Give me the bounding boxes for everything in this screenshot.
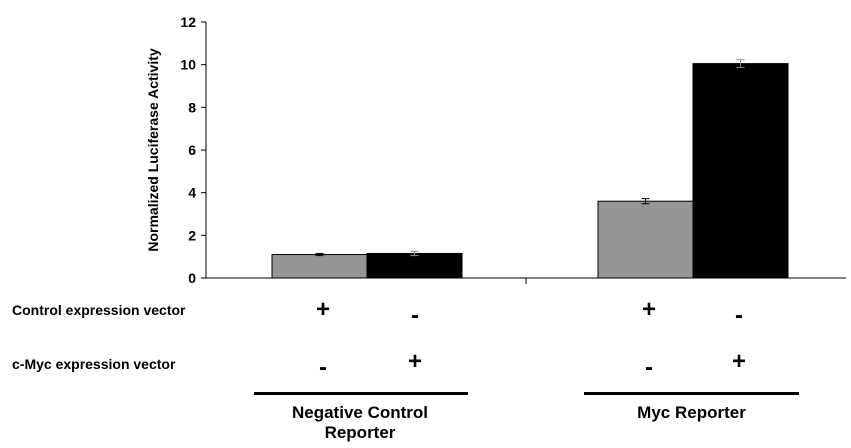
error-bar-series-2-category-2 xyxy=(736,59,745,68)
error-bar-series-1-category-1 xyxy=(315,252,324,257)
negative-control-group-line xyxy=(254,392,468,395)
sign-control-1: + xyxy=(315,296,330,323)
sign-control-2: - xyxy=(411,302,419,329)
y-tick-label: 2 xyxy=(188,227,196,243)
bar-chart: Normalized Luciferase Activity 0 2 4 6 8 10 12 xyxy=(145,14,846,286)
cmyc-vector-row-label: c-Myc expression vector xyxy=(12,356,176,372)
sign-cmyc-2: + xyxy=(407,348,422,375)
y-tick-label: 4 xyxy=(188,185,196,201)
myc-reporter-group-line xyxy=(584,392,799,395)
y-tick-label: 10 xyxy=(180,57,196,73)
bars xyxy=(271,63,789,279)
sign-cmyc-4: + xyxy=(731,348,746,375)
bar-series-1-category-2 xyxy=(597,200,694,279)
error-bar-series-1-category-2 xyxy=(641,198,650,205)
y-tick-label: 8 xyxy=(188,99,196,115)
y-tick-label: 12 xyxy=(180,14,196,30)
y-axis-ticks: 0 2 4 6 8 10 12 xyxy=(180,14,206,286)
control-vector-row-label: Control expression vector xyxy=(12,302,186,318)
bar-series-2-category-2 xyxy=(692,63,789,279)
sign-cmyc-3: - xyxy=(645,354,653,381)
error-bars xyxy=(315,59,745,257)
negative-control-group-label: Negative Control Reporter xyxy=(291,403,429,442)
bar-series-2-category-1 xyxy=(366,252,463,279)
myc-reporter-group-label: Myc Reporter xyxy=(637,403,746,422)
y-tick-label: 6 xyxy=(188,142,196,158)
error-bar-series-2-category-1 xyxy=(410,250,419,257)
sign-control-3: + xyxy=(641,296,656,323)
sign-cmyc-1: - xyxy=(319,354,327,381)
bar-series-1-category-1 xyxy=(271,254,368,279)
y-tick-label: 0 xyxy=(188,270,196,286)
sign-control-4: - xyxy=(735,302,743,329)
y-axis-label: Normalized Luciferase Activity xyxy=(145,48,161,252)
